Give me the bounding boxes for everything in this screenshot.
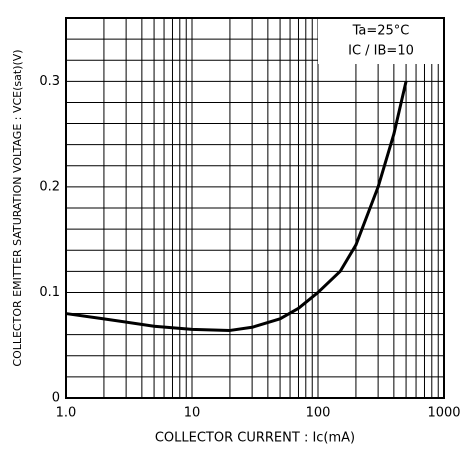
curve — [65, 80, 408, 332]
x-tick-label: 10 — [184, 406, 201, 421]
x-axis-label: COLLECTOR CURRENT : Ic(mA) — [155, 431, 355, 446]
y-tick-label: 0.1 — [39, 285, 60, 300]
annotation: Ta=25°C — [352, 24, 410, 39]
x-tick-label: 1000 — [427, 406, 460, 421]
annotation: IC / IB=10 — [348, 44, 414, 59]
grid — [65, 18, 445, 399]
x-tick-label: 1.0 — [56, 406, 77, 421]
y-axis-label: COLLECTOR EMITTER SATURATION VOLTAGE : V… — [11, 49, 24, 366]
plot-frame — [65, 17, 445, 399]
annotation-box — [318, 18, 444, 64]
x-tick-label: 100 — [306, 406, 331, 421]
y-tick-label: 0.3 — [39, 74, 60, 89]
y-tick-label: 0.2 — [39, 179, 60, 194]
y-tick-label: 0 — [52, 391, 60, 406]
